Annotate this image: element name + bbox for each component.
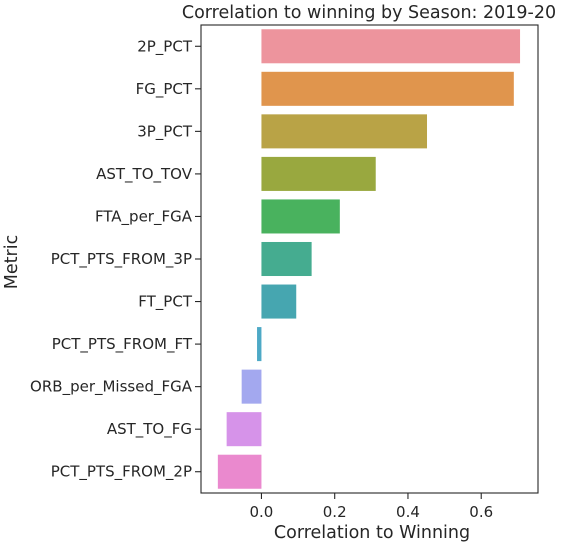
bar-ast-to-fg bbox=[226, 412, 262, 447]
x-tick-label: 0.2 bbox=[323, 503, 347, 521]
bars-group bbox=[217, 29, 521, 489]
y-tick-label: 3P_PCT bbox=[137, 122, 193, 141]
y-tick-label: AST_TO_FG bbox=[107, 420, 192, 439]
x-tick-label: 0.0 bbox=[250, 503, 274, 521]
x-axis-label: Correlation to Winning bbox=[274, 523, 470, 543]
y-tick-label: PCT_PTS_FROM_2P bbox=[51, 463, 192, 482]
bar-ast-to-tov bbox=[261, 156, 376, 191]
bar-pct-pts-from-ft bbox=[257, 327, 262, 362]
y-tick-label: 2P_PCT bbox=[137, 37, 193, 56]
y-tick-label: FT_PCT bbox=[138, 293, 193, 312]
y-tick-group: 2P_PCT FG_PCT 3P_PCT AST_TO_TOV FTA_per_FGA P… bbox=[30, 37, 201, 482]
bar-pct-pts-from-2p bbox=[217, 454, 262, 489]
bar-2p-pct bbox=[261, 29, 521, 64]
y-tick-label: PCT_PTS_FROM_FT bbox=[52, 335, 193, 354]
y-tick-label: ORB_per_Missed_FGA bbox=[30, 378, 193, 397]
chart-title: Correlation to winning by Season: 2019-2… bbox=[182, 3, 556, 23]
y-tick-label: FTA_per_FGA bbox=[95, 207, 193, 226]
bar-fg-pct bbox=[261, 71, 514, 106]
y-axis-label: Metric bbox=[2, 235, 22, 289]
bar-ft-pct bbox=[261, 284, 297, 319]
x-tick-group: 0.0 0.2 0.4 0.6 bbox=[250, 493, 493, 521]
bar-fta-per-fga bbox=[261, 199, 340, 234]
x-tick-label: 0.4 bbox=[396, 503, 420, 521]
y-tick-label: AST_TO_TOV bbox=[96, 165, 193, 184]
bar-pct-pts-from-3p bbox=[261, 241, 312, 277]
bar-3p-pct bbox=[261, 114, 428, 149]
y-tick-label: FG_PCT bbox=[136, 80, 193, 99]
y-tick-label: PCT_PTS_FROM_3P bbox=[51, 250, 192, 269]
x-tick-label: 0.6 bbox=[469, 503, 493, 521]
plot-frame bbox=[200, 24, 539, 494]
bar-orb-per-missed-fga bbox=[241, 369, 262, 404]
